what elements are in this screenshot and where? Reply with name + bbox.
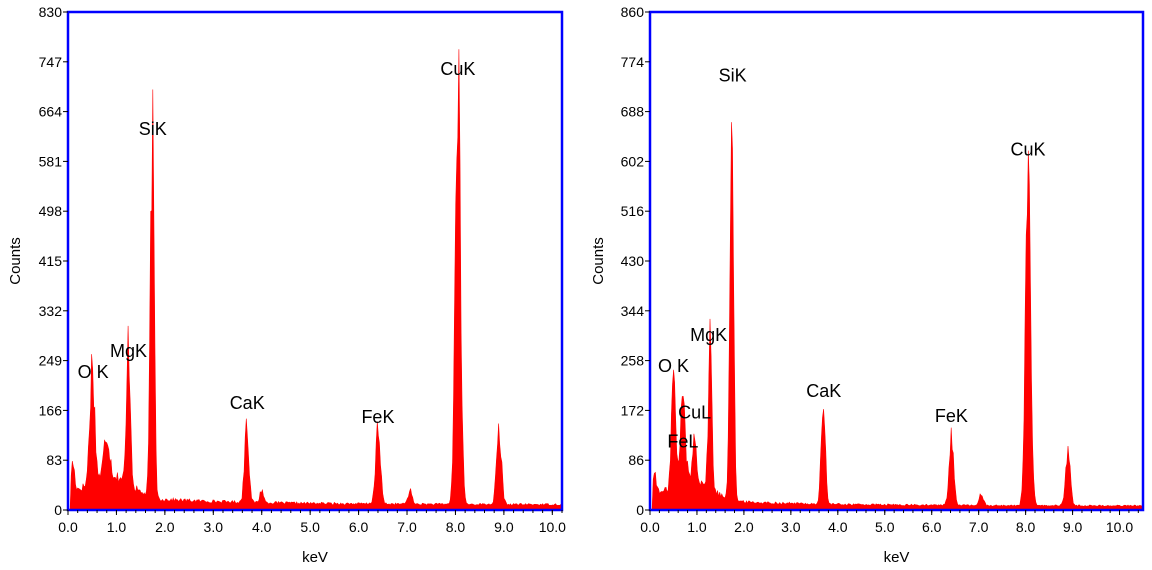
y-tick-label: 830 — [39, 4, 63, 20]
y-tick-label: 581 — [39, 153, 63, 169]
peak-label: SiK — [139, 119, 167, 139]
peak-label: CuL — [678, 403, 711, 423]
x-tick-label: 8.0 — [446, 519, 466, 535]
x-axis-title: keV — [884, 549, 910, 566]
x-tick-label: 10.0 — [539, 519, 566, 535]
x-tick-label: 10.0 — [1106, 519, 1133, 535]
y-tick-label: 0 — [54, 502, 62, 518]
peak-label: MgK — [690, 325, 727, 345]
peak-label: FeK — [361, 407, 394, 427]
x-tick-label: 2.0 — [155, 519, 175, 535]
x-tick-label: 5.0 — [300, 519, 320, 535]
y-tick-label: 258 — [621, 353, 645, 369]
y-tick-label: 344 — [621, 303, 645, 319]
x-tick-label: 5.0 — [875, 519, 895, 535]
x-tick-label: 8.0 — [1016, 519, 1036, 535]
y-tick-label: 415 — [39, 253, 63, 269]
x-tick-label: 9.0 — [494, 519, 514, 535]
y-tick-label: 86 — [628, 452, 644, 468]
spectrum-area — [650, 122, 1143, 510]
y-tick-label: 774 — [621, 54, 645, 70]
y-tick-label: 747 — [39, 54, 63, 70]
x-tick-label: 3.0 — [781, 519, 801, 535]
peak-label: O K — [658, 356, 689, 376]
y-tick-label: 498 — [39, 203, 63, 219]
peak-label: FeL — [667, 431, 698, 451]
plot-frame — [648, 10, 1145, 512]
spectrum-panel-2: 0 86 172 258 344 430 516 602 688 774 860 0.0 1.0 2.0 3… — [590, 4, 1145, 566]
x-tick-label: 0.0 — [58, 519, 78, 535]
x-tick-label: 3.0 — [204, 519, 224, 535]
x-tick-label: 4.0 — [252, 519, 272, 535]
y-tick-label: 249 — [39, 353, 63, 369]
y-tick-label: 602 — [621, 153, 645, 169]
y-axis-title: Counts — [590, 237, 607, 285]
y-tick-label: 172 — [621, 402, 645, 418]
plot-frame — [66, 10, 564, 512]
peak-label: SiK — [719, 65, 747, 85]
peak-label: FeK — [935, 406, 968, 426]
peak-label: CaK — [230, 393, 265, 413]
spectrum-area — [68, 49, 562, 510]
x-tick-label: 0.0 — [640, 519, 660, 535]
peak-label: CaK — [806, 381, 841, 401]
x-tick-label: 6.0 — [922, 519, 942, 535]
x-tick-label: 2.0 — [734, 519, 754, 535]
peak-label: MgK — [110, 341, 147, 361]
y-tick-label: 430 — [621, 253, 645, 269]
spectrum-panel-1: 0 83 166 249 332 415 498 581 664 747 830 0.0 1.0 2.0 3… — [7, 4, 566, 566]
y-tick-label: 860 — [621, 4, 645, 20]
y-tick-label: 166 — [39, 402, 63, 418]
x-axis-title: keV — [302, 549, 328, 566]
y-tick-label: 688 — [621, 104, 645, 120]
x-tick-label: 7.0 — [397, 519, 417, 535]
peak-label: CuK — [440, 59, 475, 79]
x-tick-label: 6.0 — [349, 519, 369, 535]
y-axis-title: Counts — [7, 237, 24, 285]
x-tick-label: 1.0 — [687, 519, 707, 535]
x-tick-label: 7.0 — [969, 519, 989, 535]
y-tick-label: 83 — [46, 452, 62, 468]
x-tick-label: 9.0 — [1063, 519, 1083, 535]
y-tick-label: 332 — [39, 303, 63, 319]
y-tick-label: 664 — [39, 104, 63, 120]
x-tick-label: 1.0 — [107, 519, 127, 535]
y-tick-label: 0 — [636, 502, 644, 518]
x-tick-label: 4.0 — [828, 519, 848, 535]
peak-label: O K — [78, 362, 109, 382]
peak-label: CuK — [1010, 140, 1045, 160]
y-tick-label: 516 — [621, 203, 645, 219]
